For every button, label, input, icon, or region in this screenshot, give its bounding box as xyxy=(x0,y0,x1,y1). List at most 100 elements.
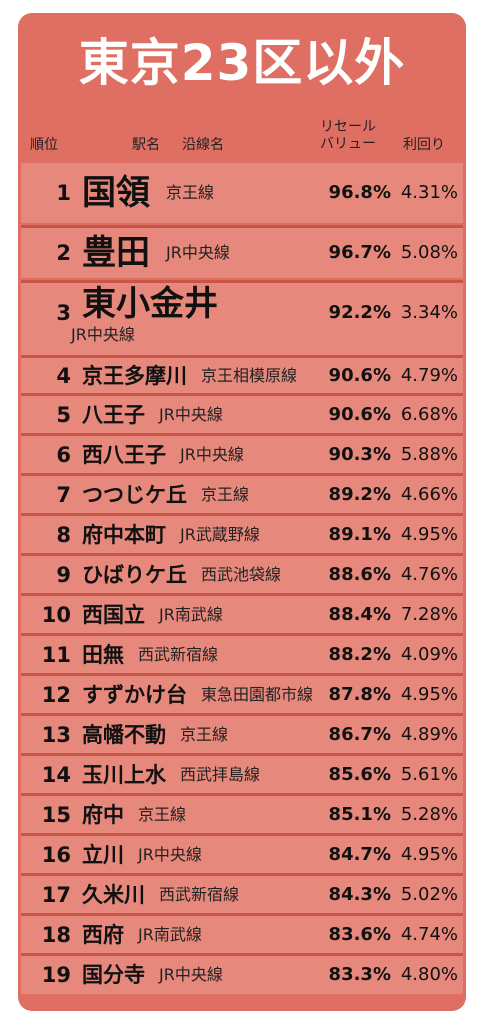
row-separator xyxy=(21,280,463,283)
ranking-row: 16 立川 JR中央線 84.7% 4.95% xyxy=(21,836,463,874)
row-separator xyxy=(21,913,463,916)
ranking-row: 10 西国立 JR南武線 88.4% 7.28% xyxy=(21,596,463,634)
header-rank: 順位 xyxy=(30,137,58,153)
row-rank: 3 xyxy=(56,301,71,325)
header-line: 沿線名 xyxy=(182,137,224,153)
row-rank: 6 xyxy=(56,443,71,467)
row-station-name: 立川 xyxy=(82,842,124,867)
row-line-name: 京王線 xyxy=(138,805,187,824)
ranking-row: 9 ひばりケ丘 西武池袋線 88.6% 4.76% xyxy=(21,556,463,594)
row-resale-value: 83.3% xyxy=(328,964,391,985)
row-station-name: 国領 xyxy=(82,173,150,213)
row-separator xyxy=(21,953,463,956)
row-yield: 4.76% xyxy=(400,564,458,585)
row-station-name: 豊田 xyxy=(82,233,150,273)
row-yield: 5.88% xyxy=(400,444,458,465)
row-line-name: 西武新宿線 xyxy=(138,645,219,664)
row-station-name: 国分寺 xyxy=(82,962,145,987)
row-separator xyxy=(21,793,463,796)
header-resale-line2: バリュー xyxy=(320,136,376,152)
ranking-row: 5 八王子 JR中央線 90.6% 6.68% xyxy=(21,396,463,434)
row-station-name: すずかけ台 xyxy=(82,682,187,707)
row-resale-value: 89.2% xyxy=(328,484,391,505)
ranking-row: 11 田無 西武新宿線 88.2% 4.09% xyxy=(21,636,463,674)
row-station-name: 八王子 xyxy=(82,402,145,427)
row-resale-value: 87.8% xyxy=(328,684,391,705)
row-rank: 1 xyxy=(56,181,71,205)
row-resale-value: 90.3% xyxy=(328,444,391,465)
row-resale-value: 84.7% xyxy=(328,844,391,865)
row-resale-value: 92.2% xyxy=(328,302,391,323)
row-rank: 19 xyxy=(41,963,71,987)
ranking-row: 13 高幡不動 京王線 86.7% 4.89% xyxy=(21,716,463,754)
row-station-name: 東小金井 xyxy=(82,284,218,324)
row-resale-value: 86.7% xyxy=(328,724,391,745)
ranking-row: 4 京王多摩川 京王相模原線 90.6% 4.79% xyxy=(21,358,463,394)
row-yield: 6.68% xyxy=(400,404,458,425)
row-rank: 11 xyxy=(41,643,71,667)
row-rank: 17 xyxy=(41,883,71,907)
row-yield: 4.74% xyxy=(400,924,458,945)
ranking-row: 14 玉川上水 西武拝島線 85.6% 5.61% xyxy=(21,756,463,794)
row-resale-value: 96.7% xyxy=(328,242,391,263)
row-separator xyxy=(21,673,463,676)
row-resale-value: 85.6% xyxy=(328,764,391,785)
row-station-name: 京王多摩川 xyxy=(82,363,187,388)
row-resale-value: 96.8% xyxy=(328,182,391,203)
row-separator xyxy=(21,513,463,516)
row-resale-value: 88.6% xyxy=(328,564,391,585)
row-line-name: JR中央線 xyxy=(159,405,223,424)
row-line-name: JR武蔵野線 xyxy=(180,525,260,544)
row-station-name: 西府 xyxy=(82,922,124,947)
row-station-name: 府中本町 xyxy=(82,522,166,547)
row-yield: 5.28% xyxy=(400,804,458,825)
row-line-name: 西武新宿線 xyxy=(159,885,240,904)
row-separator xyxy=(21,225,463,228)
row-line-name: JR南武線 xyxy=(138,925,202,944)
row-line-name: 西武拝島線 xyxy=(180,765,261,784)
row-resale-value: 88.2% xyxy=(328,644,391,665)
ranking-row: 12 すずかけ台 東急田園都市線 87.8% 4.95% xyxy=(21,676,463,714)
row-line-name: JR南武線 xyxy=(159,605,223,624)
row-yield: 5.08% xyxy=(400,242,458,263)
row-station-name: 玉川上水 xyxy=(82,762,166,787)
row-station-name: 久米川 xyxy=(82,882,145,907)
row-rank: 4 xyxy=(56,364,71,388)
row-line-name: 京王線 xyxy=(166,183,215,202)
ranking-row: 6 西八王子 JR中央線 90.3% 5.88% xyxy=(21,436,463,474)
row-resale-value: 90.6% xyxy=(328,404,391,425)
row-resale-value: 89.1% xyxy=(328,524,391,545)
row-rank: 16 xyxy=(41,843,71,867)
row-separator xyxy=(21,473,463,476)
header-resale-line1: リセール xyxy=(320,119,376,135)
row-separator xyxy=(21,393,463,396)
row-rank: 13 xyxy=(41,723,71,747)
row-yield: 4.66% xyxy=(400,484,458,505)
row-yield: 4.79% xyxy=(400,365,458,386)
header-station: 駅名 xyxy=(132,137,160,153)
row-line-name: JR中央線 xyxy=(180,445,244,464)
row-station-name: 高幡不動 xyxy=(82,722,166,747)
row-station-name: ひばりケ丘 xyxy=(82,562,187,587)
ranking-row: 15 府中 京王線 85.1% 5.28% xyxy=(21,796,463,834)
row-rank: 14 xyxy=(41,763,71,787)
row-rank: 9 xyxy=(56,563,71,587)
row-separator xyxy=(21,433,463,436)
header-resale-value: リセール バリュー xyxy=(308,119,388,153)
row-station-name: つつじケ丘 xyxy=(82,482,187,507)
row-line-name: 西武池袋線 xyxy=(201,565,282,584)
row-line-name: JR中央線 xyxy=(138,845,202,864)
row-yield: 5.02% xyxy=(400,884,458,905)
row-rank: 5 xyxy=(56,403,71,427)
row-rank: 18 xyxy=(41,923,71,947)
ranking-row: 8 府中本町 JR武蔵野線 89.1% 4.95% xyxy=(21,516,463,554)
row-rank: 7 xyxy=(56,483,71,507)
row-station-name: 西国立 xyxy=(82,602,145,627)
row-resale-value: 85.1% xyxy=(328,804,391,825)
row-rank: 15 xyxy=(41,803,71,827)
row-separator xyxy=(21,753,463,756)
row-line-name: JR中央線 xyxy=(159,965,223,984)
row-separator xyxy=(21,873,463,876)
row-yield: 4.95% xyxy=(400,844,458,865)
ranking-card: 東京23区以外 順位 駅名 沿線名 リセール バリュー 利回り 1 国領 京王線 96… xyxy=(18,13,466,1011)
